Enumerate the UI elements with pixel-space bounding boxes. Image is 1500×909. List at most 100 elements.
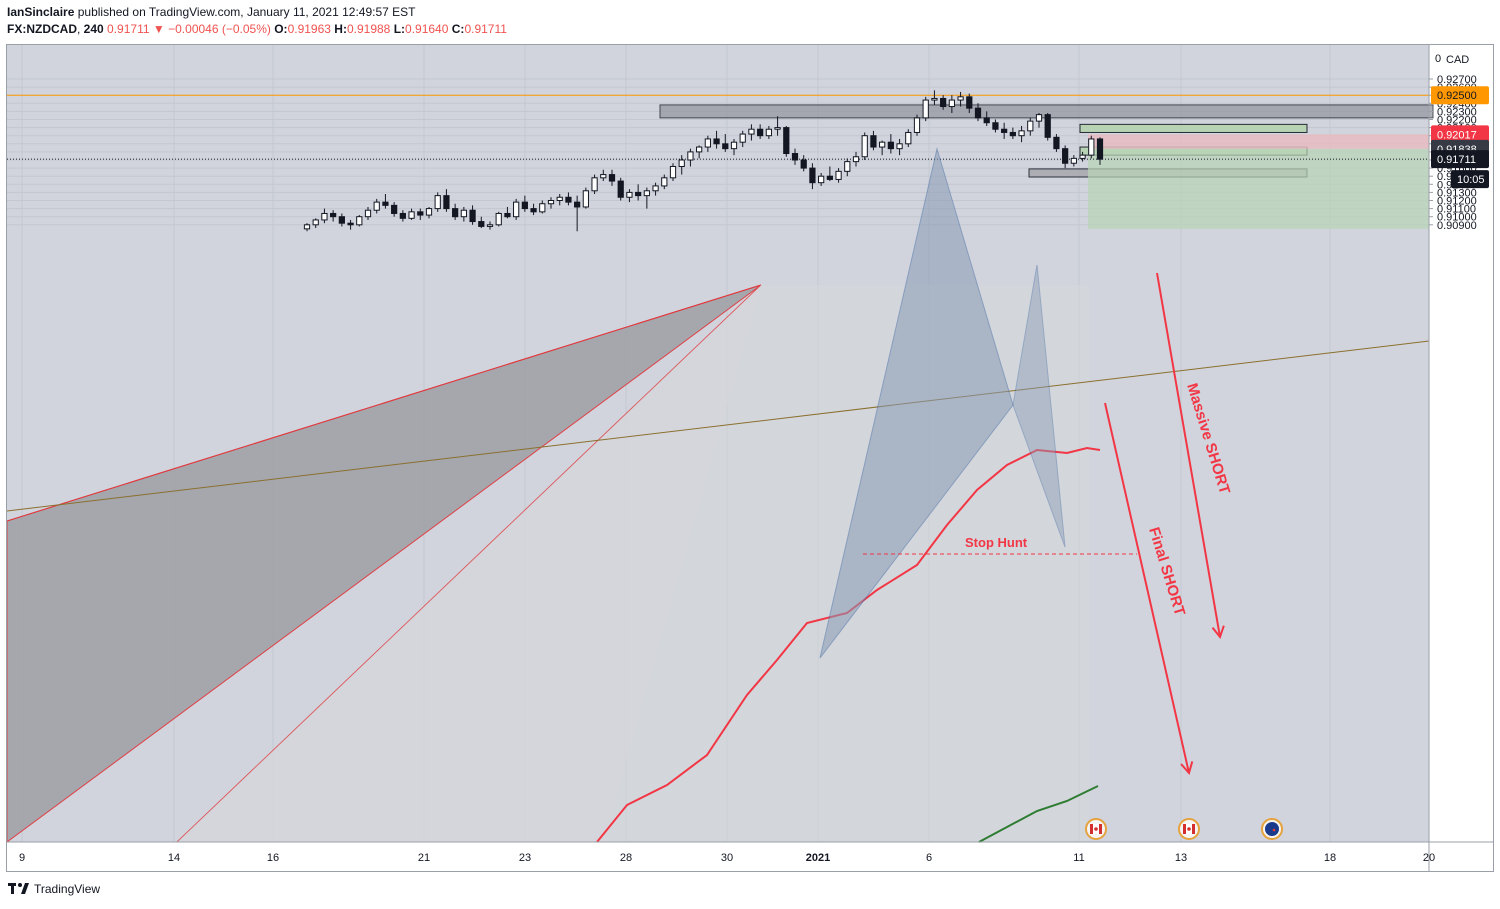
x-tick-label: 21 (418, 852, 430, 864)
candle-bear (574, 201, 581, 208)
candle-bear (391, 204, 398, 214)
x-tick-label: 6 (926, 852, 932, 864)
candle-bull (1018, 130, 1025, 137)
candle-bull (1035, 114, 1043, 122)
moving-averages (7, 340, 1430, 843)
pattern-xab (819, 147, 1014, 659)
close-label: C: (451, 22, 465, 36)
tradingview-logo-icon (8, 883, 30, 895)
candle-bull (861, 135, 868, 158)
candle-bull (669, 165, 677, 179)
publisher-name[interactable]: IanSinclaire (7, 5, 75, 19)
countdown-text: 10:05 (1457, 174, 1485, 186)
price-label-bg (1431, 125, 1489, 144)
annotation-stop-hunt: Stop Hunt (965, 535, 1028, 550)
candle-bear (800, 159, 807, 169)
candle-bear (940, 97, 947, 108)
price-change: −0.00046 (−0.05%) (168, 22, 271, 36)
candle-bear (382, 201, 389, 206)
footer-brand[interactable]: TradingView (34, 882, 101, 896)
candle-bull (600, 174, 607, 179)
open-value: 0.91963 (287, 22, 331, 36)
candle-bull (948, 99, 955, 108)
candle-bear (983, 117, 990, 124)
light-area (177, 285, 1089, 842)
symbol-name[interactable]: FX:NZDCAD (7, 22, 77, 36)
chart-frame[interactable]: Stop Hunt Massive SHORT Final SHORT 0.9270… (6, 44, 1494, 872)
candle-bull (513, 201, 520, 218)
candle-bull (957, 96, 964, 101)
candle-bear (330, 212, 337, 218)
candle-bull (425, 208, 433, 216)
candle-bull (696, 146, 703, 153)
candle-bear (417, 211, 424, 216)
candle-bear (452, 208, 459, 218)
time-axis[interactable]: 9 14 16 21 23 28 30 2021 6 11 13 18 20 (19, 852, 1435, 864)
candle-bull (591, 177, 598, 192)
y-tick-label: 0.91300 (1437, 187, 1477, 199)
candle-bull (1070, 157, 1077, 164)
candle-bear (1053, 136, 1060, 150)
price-label-text: 0.92017 (1437, 129, 1477, 141)
y-tick-label: 0.92300 (1437, 106, 1477, 118)
zone-profit-green (1088, 148, 1429, 229)
candle-bull (486, 224, 494, 227)
candle-bull (373, 201, 380, 211)
x-tick-label: 13 (1175, 852, 1187, 864)
y-tick-label: 0.91200 (1437, 196, 1477, 208)
candle-bull (547, 200, 555, 205)
final-short-arrow (1104, 402, 1190, 774)
y-tick-label: 0.90900 (1437, 220, 1477, 232)
x-tick-label: 2021 (806, 852, 830, 864)
countdown-bg (1451, 170, 1489, 189)
trendline-brown (7, 340, 1430, 512)
candle-bear (713, 138, 720, 145)
candle-bull (931, 97, 938, 101)
candle-bull (364, 209, 372, 218)
candle-bear (635, 191, 642, 197)
flag-stripe (1099, 824, 1102, 834)
candle-bear (617, 180, 624, 198)
candle-bull (774, 127, 781, 130)
candle-bear (887, 141, 894, 150)
candle-bull (356, 216, 363, 226)
ma-green (978, 785, 1099, 843)
candle-bull (905, 131, 912, 145)
candle-bull (678, 159, 685, 167)
y-tick-label: 0.92700 (1437, 74, 1477, 86)
flag-leaf (1187, 827, 1191, 831)
candle-bear (399, 212, 406, 219)
candle-bull (1088, 138, 1095, 156)
candle-bull (556, 196, 563, 201)
candle-bear (757, 128, 764, 137)
candle-bull (896, 143, 903, 150)
candle-bear (783, 127, 790, 155)
candle-bear (1096, 138, 1104, 160)
candle-bull (913, 117, 921, 133)
candle-bear (608, 174, 616, 182)
candle-bear (992, 122, 999, 130)
pattern-bcd (1012, 264, 1066, 548)
candle-bull (652, 185, 659, 192)
candle-bear (338, 216, 345, 224)
candle-bear (809, 167, 816, 184)
price-label-text: 0.92500 (1437, 90, 1477, 102)
candle-bull (704, 138, 711, 148)
candle-bear (791, 153, 799, 161)
candle-bear (870, 135, 877, 148)
zone-target-green (1079, 123, 1308, 133)
price-label-bg (1431, 150, 1489, 169)
interval: 240 (83, 22, 104, 36)
high-label: H: (334, 22, 347, 36)
zones (7, 94, 1434, 229)
candle-bull (434, 195, 441, 210)
candle-bear (1062, 148, 1069, 164)
candle-bear (1001, 128, 1008, 133)
candle-bull (922, 99, 929, 119)
candle-bull (643, 190, 650, 197)
candle-bear (1009, 131, 1016, 137)
candle-bear (504, 212, 511, 218)
flag-star (1272, 828, 1276, 832)
candle-bull (312, 219, 319, 226)
